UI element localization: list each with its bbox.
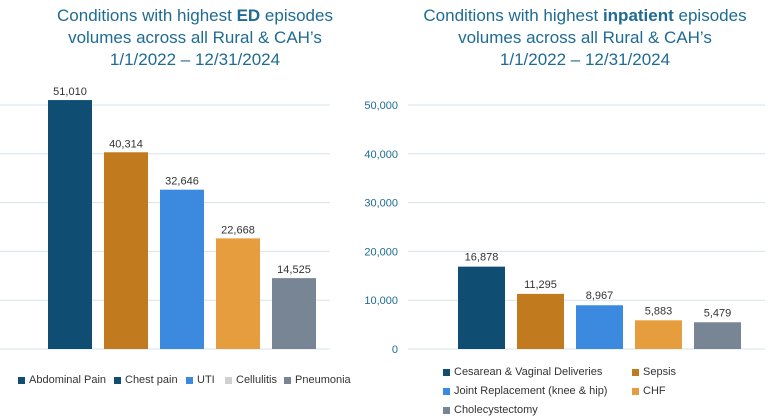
chart-right-title: Conditions with highest inpatient episod… [423, 6, 747, 69]
legend-swatch [114, 376, 121, 384]
legend-item: CHF [632, 385, 666, 397]
legend-swatch [225, 376, 232, 384]
legend-swatch [632, 368, 639, 376]
chart-left-title: Conditions with highest ED episodes volu… [57, 6, 333, 69]
right-bar-label-1: 11,295 [524, 279, 557, 291]
legend-label: Cesarean & Vaginal Deliveries [454, 366, 603, 378]
legend-label: Abdominal Pain [29, 374, 107, 386]
left-bar-3 [216, 238, 260, 349]
legend-swatch [18, 376, 25, 384]
legend-item: Sepsis [632, 366, 676, 378]
left-bar-1 [104, 152, 148, 349]
legend-label: Cellulitis [236, 374, 277, 386]
legend-label: CHF [643, 385, 666, 397]
right-bar-0 [458, 266, 505, 349]
legend-label: Cholecystectomy [454, 404, 538, 416]
left-bar-0 [48, 100, 92, 349]
legend-swatch [443, 368, 450, 376]
legend-swatch [186, 376, 193, 384]
right-bar-2 [576, 305, 623, 349]
legend-swatch [284, 376, 291, 384]
right-ytick-label-4: 40,000 [364, 149, 398, 161]
legend-swatch [443, 387, 450, 395]
right-bar-3 [635, 320, 682, 349]
legend-item: Cellulitis [225, 374, 277, 386]
legend-item: Joint Replacement (knee & hip) [443, 385, 607, 397]
legend-label: Chest pain [125, 374, 178, 386]
left-bar-label-1: 40,314 [109, 138, 143, 150]
legend-swatch [443, 406, 450, 414]
legend-label: UTI [197, 374, 215, 386]
right-ytick-label-5: 50,000 [364, 100, 398, 112]
legend-item: Chest pain [114, 374, 178, 386]
right-ytick-label-2: 20,000 [364, 246, 398, 258]
legend-item: Abdominal Pain [18, 374, 106, 386]
left-bar-label-2: 32,646 [165, 176, 199, 188]
right-bar-label-4: 5,479 [704, 307, 732, 319]
right-bar-4 [694, 322, 741, 349]
legend-label: Pneumonia [295, 374, 351, 386]
legend-item: Pneumonia [284, 374, 351, 386]
legend-item: Cesarean & Vaginal Deliveries [443, 366, 602, 378]
right-bar-label-3: 5,883 [645, 305, 673, 317]
right-ytick-label-3: 30,000 [364, 198, 398, 210]
legend-label: Joint Replacement (knee & hip) [454, 385, 608, 397]
right-ytick-label-0: 0 [392, 344, 398, 356]
right-bar-1 [517, 293, 564, 349]
right-ytick-label-1: 10,000 [364, 295, 398, 307]
left-bar-label-0: 51,010 [53, 86, 87, 98]
left-bar-label-4: 14,525 [277, 264, 311, 276]
legend-item: Cholecystectomy [443, 404, 538, 416]
legend-swatch [632, 387, 639, 395]
left-bar-label-3: 22,668 [221, 224, 255, 236]
legend-item: UTI [186, 374, 215, 386]
legend-label: Sepsis [643, 366, 677, 378]
left-bar-2 [160, 189, 204, 349]
right-bar-label-2: 8,967 [586, 290, 614, 302]
left-bar-4 [272, 278, 316, 349]
right-bar-label-0: 16,878 [465, 252, 499, 264]
